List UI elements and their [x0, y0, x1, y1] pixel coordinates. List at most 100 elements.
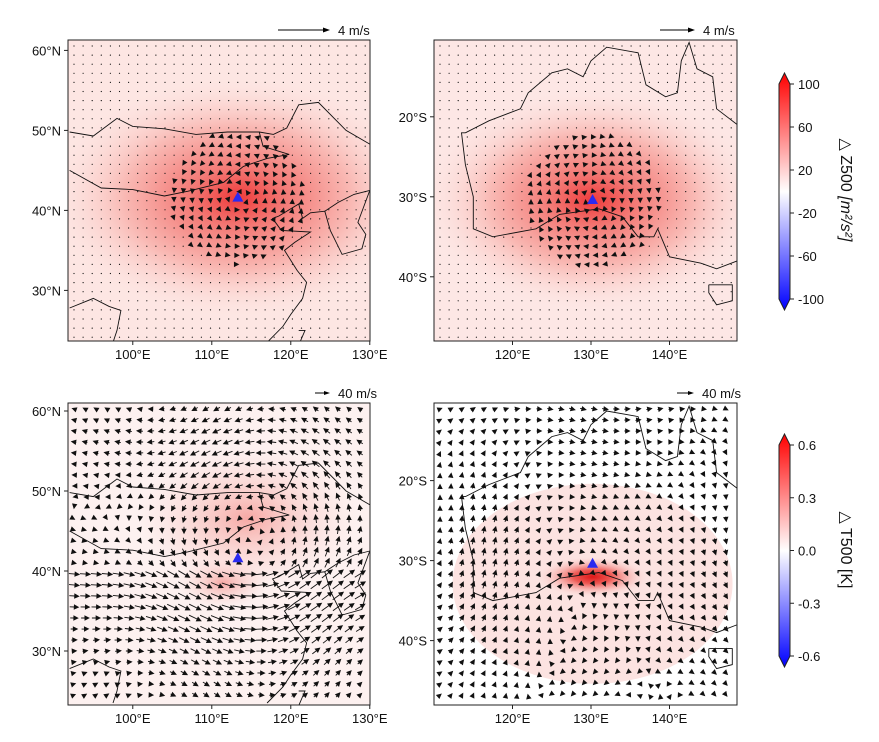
wind-vector [91, 109, 93, 111]
wind-vector [723, 527, 729, 534]
wind-vector [189, 603, 202, 611]
wind-vector [491, 450, 497, 457]
wind-vector [521, 118, 523, 120]
wind-vector [521, 172, 523, 174]
wind-vector [179, 439, 189, 445]
wind-vector [448, 72, 450, 74]
wind-vector [160, 505, 166, 512]
wind-vector [301, 482, 309, 490]
wind-vector [182, 72, 184, 74]
wind-vector [264, 282, 266, 284]
wind-vector [337, 300, 339, 302]
wind-vector [459, 603, 465, 610]
wind-vector [202, 670, 211, 676]
wind-vector [155, 118, 157, 120]
wind-vector [173, 63, 175, 65]
wind-vector [155, 254, 157, 256]
wind-vector [574, 216, 581, 223]
wind-vector [82, 318, 84, 320]
wind-vector [310, 327, 312, 329]
wind-vector [676, 172, 678, 174]
wind-vector [300, 72, 303, 74]
wind-vector [503, 318, 505, 320]
wind-vector [91, 90, 93, 93]
wind-vector [502, 472, 508, 479]
wind-vector [484, 45, 487, 47]
wind-vector [310, 191, 312, 193]
wind-vector [585, 109, 587, 111]
wind-vector [313, 535, 319, 546]
wind-vector [722, 416, 729, 422]
wind-vector [200, 254, 202, 256]
wind-vector [118, 291, 121, 293]
wind-vector [570, 668, 577, 675]
wind-vector [200, 90, 202, 93]
wind-vector [291, 72, 293, 74]
wind-vector [289, 417, 298, 423]
wind-vector [711, 405, 718, 411]
wind-vector [484, 309, 487, 311]
wind-vector [118, 163, 121, 165]
wind-vector [539, 54, 541, 56]
wind-vector [355, 263, 357, 265]
wind-vector [137, 272, 139, 275]
wind-vector [164, 81, 166, 83]
wind-vector [260, 245, 267, 251]
wind-vector [219, 109, 221, 111]
wind-vector [237, 63, 239, 65]
wind-vector [535, 516, 542, 523]
wind-vector [539, 63, 541, 65]
wind-vector [657, 81, 660, 83]
wind-vector [603, 54, 605, 56]
wind-vector [536, 180, 542, 187]
wind-vector [114, 428, 121, 435]
wind-vector [689, 493, 695, 500]
wind-vector [279, 216, 285, 223]
wind-vector [159, 691, 166, 698]
wind-vector [328, 272, 330, 275]
wind-vector [188, 223, 194, 230]
wind-vector [200, 291, 202, 293]
wind-vector [191, 63, 193, 65]
wind-vector [225, 215, 232, 221]
wind-vector [484, 127, 487, 129]
wind-vector [172, 178, 178, 185]
wind-vector [503, 172, 505, 174]
wind-vector [685, 309, 687, 311]
wind-vector [112, 571, 125, 577]
wind-vector [222, 428, 233, 434]
wind-vector [100, 145, 102, 147]
wind-vector [91, 300, 93, 302]
wind-vector [555, 197, 562, 204]
wind-vector [282, 263, 284, 265]
wind-vector [173, 163, 175, 165]
wind-vector [480, 681, 486, 688]
wind-vector [282, 81, 284, 83]
wind-vector [494, 327, 496, 329]
wind-vector [173, 245, 175, 247]
wind-vector [155, 291, 157, 293]
wind-vector [155, 136, 157, 138]
wind-vector [217, 133, 224, 139]
wind-vector [657, 245, 660, 247]
wind-vector [73, 318, 75, 320]
wind-vector [68, 582, 81, 588]
wind-vector [244, 637, 257, 643]
wind-vector [355, 227, 357, 229]
wind-vector [466, 282, 468, 284]
wind-vector [312, 417, 320, 423]
wind-vector [200, 136, 202, 138]
wind-vector [582, 613, 588, 620]
wind-vector [222, 450, 233, 456]
wind-vector [484, 263, 487, 265]
wind-vector [137, 318, 139, 320]
wind-vector [137, 109, 139, 111]
wind-vector [566, 109, 569, 111]
wind-vector [291, 236, 293, 238]
wind-vector [578, 559, 585, 565]
wind-vector [712, 272, 714, 275]
wind-vector [128, 118, 130, 120]
wind-vector [730, 45, 732, 47]
wind-vector [703, 54, 705, 56]
wind-vector [337, 318, 339, 320]
